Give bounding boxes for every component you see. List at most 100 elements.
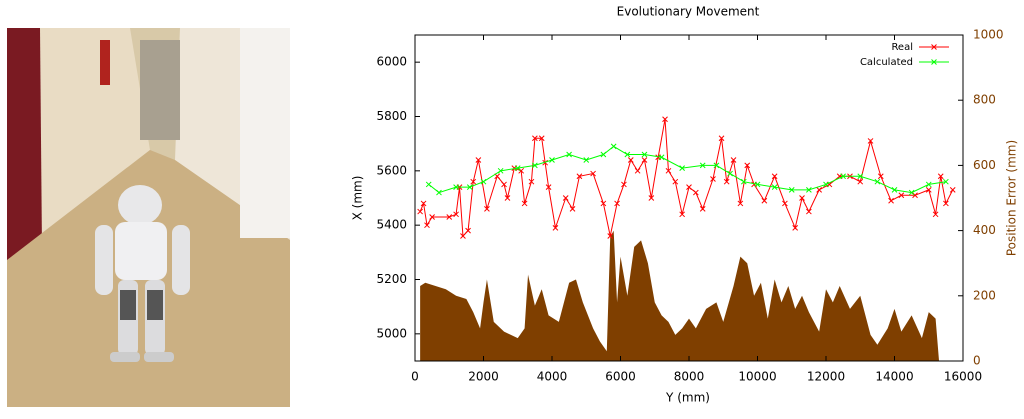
- point-marker: [679, 211, 686, 218]
- point-marker: [641, 151, 648, 158]
- point-marker: [782, 200, 788, 207]
- point-marker: [912, 192, 918, 199]
- point-marker: [549, 157, 555, 163]
- point-marker: [699, 162, 706, 169]
- extinguisher: [100, 40, 110, 85]
- point-marker: [713, 162, 720, 169]
- y2-tick-label: 800: [973, 93, 996, 107]
- point-marker: [542, 159, 549, 166]
- point-marker: [648, 195, 655, 201]
- point-marker: [475, 157, 482, 163]
- point-marker: [949, 186, 956, 193]
- point-marker: [501, 181, 507, 188]
- point-marker: [665, 167, 672, 174]
- point-marker: [518, 167, 525, 174]
- point-marker: [532, 162, 538, 169]
- point-marker: [514, 165, 521, 171]
- point-marker: [600, 200, 607, 207]
- point-marker: [641, 157, 648, 163]
- door: [7, 28, 42, 280]
- point-marker: [453, 184, 459, 190]
- point-marker: [614, 200, 620, 207]
- x-tick-label: 6000: [605, 370, 636, 384]
- point-marker: [538, 135, 545, 142]
- point-marker: [453, 211, 459, 218]
- point-marker: [417, 208, 423, 215]
- point-marker: [658, 154, 665, 161]
- point-marker: [937, 173, 944, 180]
- point-marker: [771, 173, 778, 180]
- point-marker: [424, 222, 430, 229]
- photo: [7, 28, 290, 407]
- x-tick-label: 12000: [807, 370, 845, 384]
- point-marker: [672, 178, 679, 185]
- point-marker: [429, 214, 435, 220]
- point-marker: [610, 143, 617, 150]
- point-marker: [925, 186, 932, 193]
- point-marker: [480, 178, 487, 185]
- point-marker: [806, 208, 812, 215]
- point-marker: [867, 138, 874, 144]
- point-marker: [634, 167, 641, 174]
- point-marker: [925, 181, 932, 188]
- point-marker: [590, 170, 596, 177]
- point-marker: [754, 181, 761, 188]
- x-tick-label: 8000: [674, 370, 705, 384]
- point-marker: [686, 184, 692, 190]
- point-marker: [771, 184, 778, 190]
- y2-tick-label: 400: [973, 223, 996, 237]
- point-marker: [806, 186, 812, 193]
- point-marker: [888, 197, 894, 204]
- x-tick-label: 0: [411, 370, 419, 384]
- point-marker: [460, 233, 466, 239]
- point-marker: [607, 233, 614, 239]
- y-tick-label: 5400: [376, 218, 407, 232]
- point-marker: [484, 206, 490, 212]
- point-marker: [788, 186, 795, 193]
- point-marker: [583, 157, 590, 163]
- point-marker: [621, 181, 627, 188]
- robot: [95, 185, 190, 362]
- y2-tick-label: 0: [973, 354, 981, 368]
- y-tick-label: 5000: [376, 326, 407, 340]
- point-marker: [566, 151, 572, 158]
- x-tick-label: 10000: [738, 370, 776, 384]
- chart-title: Evolutionary Movement: [617, 5, 760, 19]
- point-marker: [528, 178, 535, 185]
- x-tick-label: 14000: [875, 370, 913, 384]
- point-marker: [723, 178, 730, 185]
- point-marker: [840, 173, 846, 180]
- point-marker: [562, 195, 569, 201]
- point-marker: [718, 135, 725, 142]
- point-marker: [692, 189, 699, 196]
- point-marker: [857, 173, 864, 180]
- y-axis-label: X (mm): [351, 176, 365, 221]
- point-marker: [908, 189, 915, 196]
- point-marker: [737, 200, 744, 207]
- point-marker: [857, 178, 864, 185]
- legend-marker: [931, 59, 937, 65]
- point-marker: [627, 157, 634, 163]
- point-marker: [761, 197, 768, 204]
- x-axis-label: Y (mm): [665, 391, 710, 405]
- y-tick-label: 5200: [376, 272, 407, 286]
- point-marker: [943, 200, 949, 207]
- point-marker: [521, 200, 528, 207]
- x-tick-label: 16000: [944, 370, 982, 384]
- point-marker: [898, 192, 905, 199]
- point-marker: [545, 184, 552, 190]
- point-marker: [446, 214, 453, 220]
- point-marker: [600, 151, 607, 158]
- wall-panel: [240, 28, 290, 238]
- y2-axis-label: Position Error (mm): [1005, 140, 1019, 256]
- point-marker: [943, 178, 949, 185]
- point-marker: [932, 211, 939, 218]
- point-marker: [420, 200, 427, 207]
- point-marker: [877, 173, 884, 180]
- point-marker: [740, 178, 747, 185]
- plot-frame: [414, 34, 964, 362]
- corridor-end: [140, 40, 180, 140]
- legend-label: Real: [891, 42, 913, 53]
- legend-label: Calculated: [860, 57, 913, 68]
